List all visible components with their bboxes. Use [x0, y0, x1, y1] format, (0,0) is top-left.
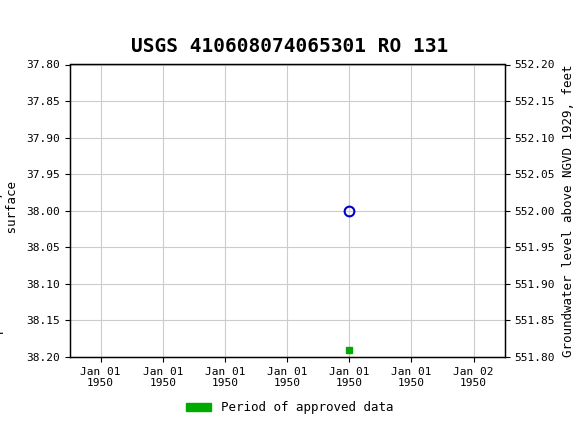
Text: USGS 410608074065301 RO 131: USGS 410608074065301 RO 131	[132, 37, 448, 56]
Y-axis label: Groundwater level above NGVD 1929, feet: Groundwater level above NGVD 1929, feet	[562, 64, 575, 357]
Legend: Period of approved data: Period of approved data	[181, 396, 399, 419]
Text: █USGS: █USGS	[6, 11, 64, 34]
Y-axis label: Depth to water level, feet below land
 surface: Depth to water level, feet below land su…	[0, 72, 19, 350]
